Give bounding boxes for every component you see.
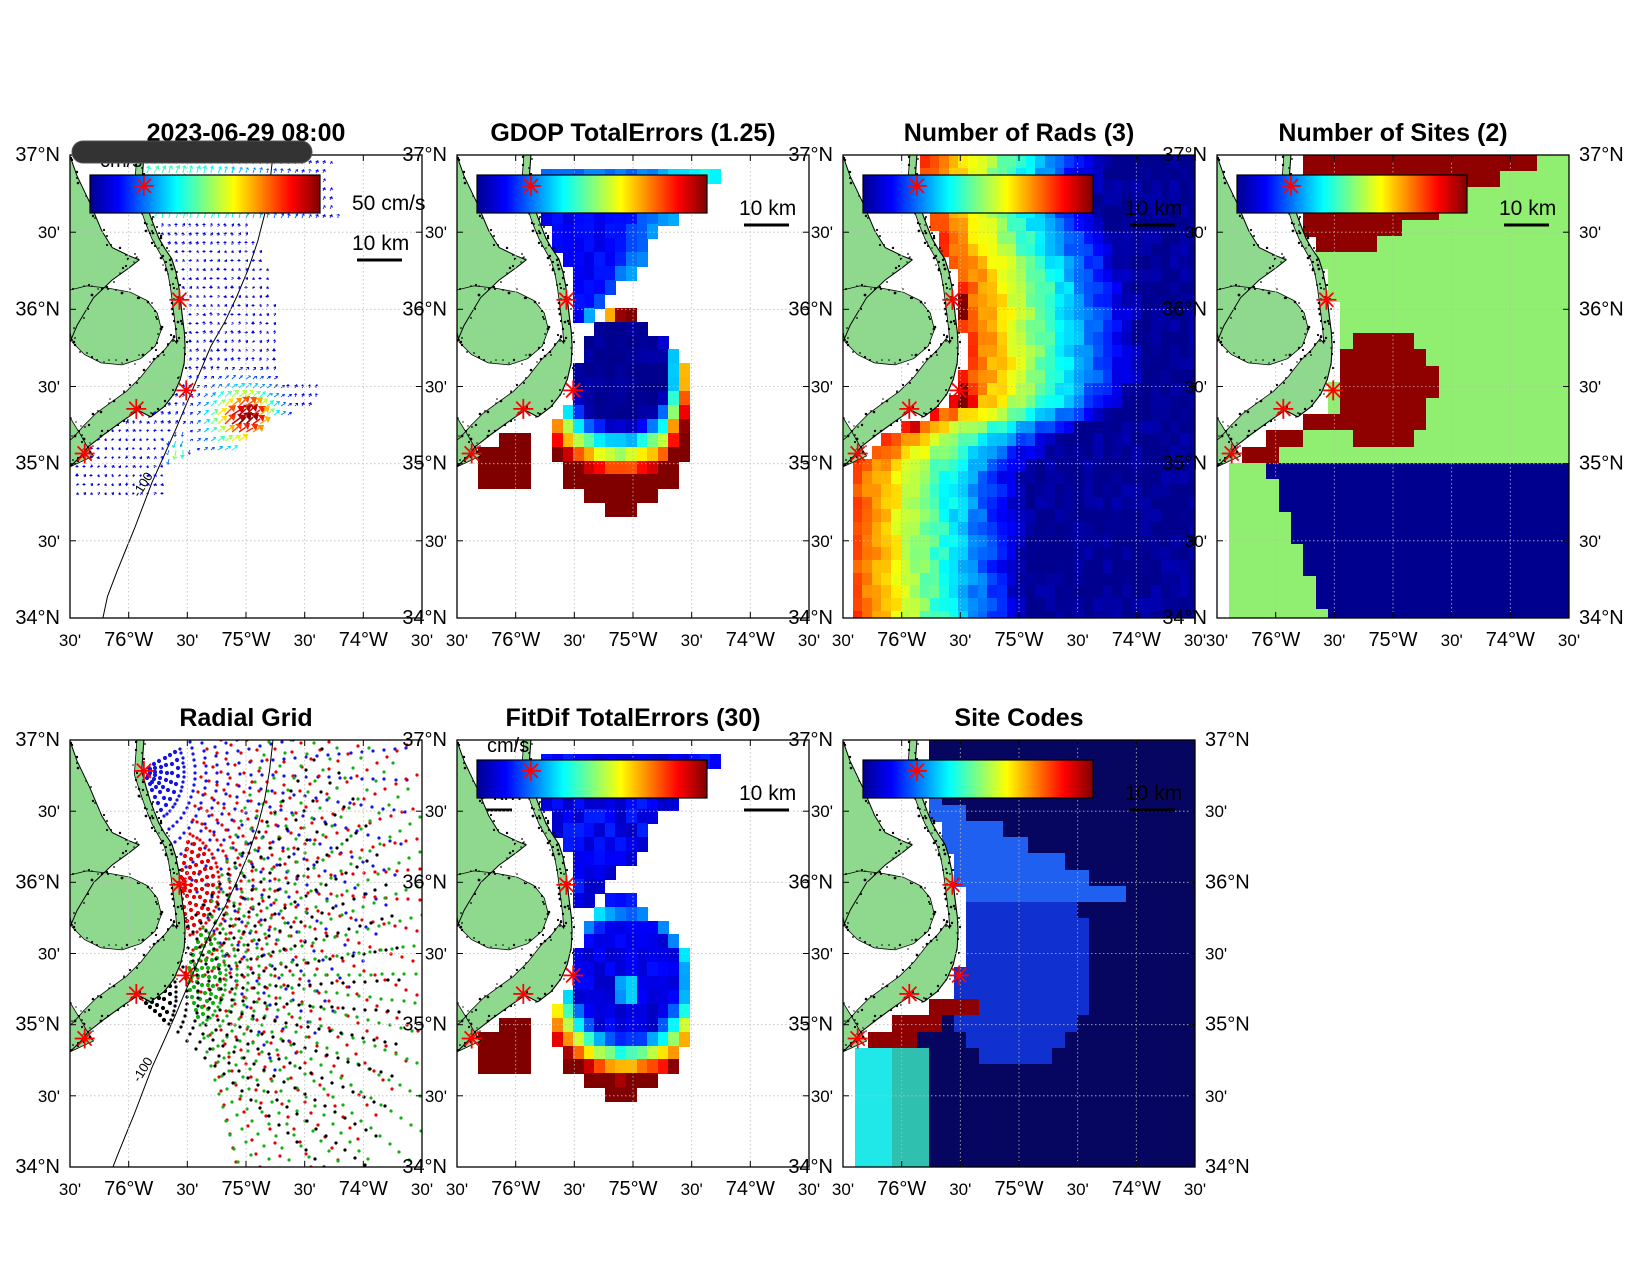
svg-text:37°N: 37°N: [788, 144, 833, 166]
svg-text:30': 30': [1558, 631, 1580, 650]
svg-text:10 km: 10 km: [352, 232, 409, 255]
svg-text:34°N: 34°N: [402, 607, 447, 629]
svg-text:74°W: 74°W: [1486, 629, 1535, 651]
svg-text:30': 30': [811, 532, 833, 551]
svg-text:75°W: 75°W: [221, 629, 270, 651]
svg-text:74°W: 74°W: [726, 629, 775, 651]
svg-text:30': 30': [1579, 378, 1601, 397]
svg-text:30': 30': [798, 631, 820, 650]
svg-text:30': 30': [1185, 532, 1207, 551]
svg-text:30': 30': [294, 631, 316, 650]
svg-text:30': 30': [425, 223, 447, 242]
svg-text:30': 30': [563, 631, 585, 650]
svg-text:75°W: 75°W: [994, 629, 1043, 651]
svg-text:30': 30': [176, 631, 198, 650]
svg-text:36°N: 36°N: [402, 298, 447, 320]
svg-text:36°N: 36°N: [1162, 298, 1207, 320]
svg-text:37°N: 37°N: [1579, 144, 1624, 166]
svg-text:30': 30': [1185, 378, 1207, 397]
svg-text:76°W: 76°W: [104, 629, 153, 651]
svg-text:10 km: 10 km: [739, 197, 796, 220]
svg-text:30': 30': [38, 378, 60, 397]
svg-text:34°N: 34°N: [788, 607, 833, 629]
svg-text:30': 30': [38, 223, 60, 242]
svg-text:30': 30': [425, 532, 447, 551]
svg-text:34°N: 34°N: [15, 607, 60, 629]
svg-text:30': 30': [1441, 631, 1463, 650]
svg-text:50 cm/s: 50 cm/s: [352, 192, 426, 215]
svg-text:35°N: 35°N: [1579, 453, 1624, 475]
svg-text:30': 30': [59, 631, 81, 650]
svg-text:36°N: 36°N: [1579, 298, 1624, 320]
svg-text:30': 30': [1579, 532, 1601, 551]
svg-text:37°N: 37°N: [15, 144, 60, 166]
svg-text:36°N: 36°N: [15, 298, 60, 320]
svg-text:30': 30': [681, 631, 703, 650]
svg-text:30': 30': [1067, 631, 1089, 650]
svg-text:34°N: 34°N: [1162, 607, 1207, 629]
svg-text:30': 30': [832, 631, 854, 650]
svg-text:10 km: 10 km: [1125, 197, 1182, 220]
svg-text:74°W: 74°W: [1112, 629, 1161, 651]
svg-text:30': 30': [446, 631, 468, 650]
svg-text:35°N: 35°N: [15, 453, 60, 475]
svg-text:74°W: 74°W: [339, 629, 388, 651]
svg-text:35°N: 35°N: [1162, 453, 1207, 475]
svg-text:30': 30': [811, 223, 833, 242]
svg-text:75°W: 75°W: [1368, 629, 1417, 651]
svg-text:10 km: 10 km: [1499, 197, 1556, 220]
svg-text:30': 30': [1206, 631, 1228, 650]
svg-text:37°N: 37°N: [1162, 144, 1207, 166]
svg-text:30': 30': [38, 532, 60, 551]
svg-text:30': 30': [1185, 223, 1207, 242]
svg-text:GDOP TotalErrors (1.25): GDOP TotalErrors (1.25): [490, 119, 775, 147]
svg-text:30': 30': [949, 631, 971, 650]
svg-text:Number of Sites (2): Number of Sites (2): [1278, 119, 1507, 147]
svg-text:75°W: 75°W: [608, 629, 657, 651]
svg-text:76°W: 76°W: [877, 629, 926, 651]
svg-text:Number of Rads (3): Number of Rads (3): [904, 119, 1135, 147]
svg-text:30': 30': [1184, 631, 1206, 650]
svg-text:30': 30': [425, 378, 447, 397]
svg-text:30': 30': [811, 378, 833, 397]
svg-text:76°W: 76°W: [1251, 629, 1300, 651]
svg-text:30': 30': [1579, 223, 1601, 242]
svg-text:35°N: 35°N: [402, 453, 447, 475]
svg-text:76°W: 76°W: [491, 629, 540, 651]
svg-text:37°N: 37°N: [402, 144, 447, 166]
svg-text:30': 30': [411, 631, 433, 650]
svg-text:34°N: 34°N: [1579, 607, 1624, 629]
svg-text:35°N: 35°N: [788, 453, 833, 475]
svg-text:30': 30': [1323, 631, 1345, 650]
svg-text:36°N: 36°N: [788, 298, 833, 320]
